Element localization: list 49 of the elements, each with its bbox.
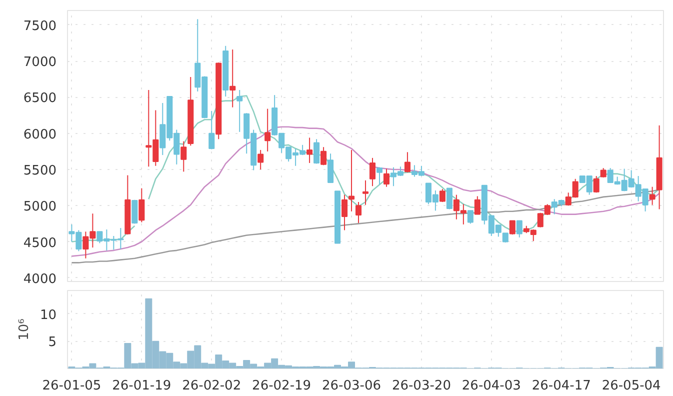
candlestick — [258, 149, 264, 170]
candlestick — [649, 186, 656, 206]
candlestick — [369, 157, 376, 187]
x-tick-label: 26-01-19 — [112, 378, 172, 394]
x-tick-label: 26-05-04 — [602, 378, 661, 394]
line-series — [71, 126, 660, 257]
candlestick — [600, 168, 606, 178]
x-tick-label: 26-04-17 — [532, 378, 591, 394]
y-tick-label: 7500 — [23, 18, 57, 34]
candlestick — [383, 168, 390, 188]
candlestick — [516, 220, 522, 238]
x-tick-label: 26-01-05 — [42, 378, 102, 394]
y-tick-label: 6000 — [23, 127, 57, 142]
x-tick-label: 26-03-06 — [322, 378, 382, 394]
candlestick — [328, 153, 334, 183]
candlestick — [306, 137, 313, 164]
candlestick — [341, 194, 348, 231]
candlestick — [404, 152, 410, 173]
candlestick — [439, 188, 446, 203]
x-tick-label: 26-04-03 — [462, 378, 521, 394]
y-tick-label: 6500 — [23, 91, 57, 106]
candlestick — [314, 138, 320, 164]
candlestick — [264, 108, 271, 152]
candlestick — [138, 188, 145, 223]
candlestick — [348, 149, 355, 212]
candlestick — [355, 202, 362, 224]
x-tick-label: 26-03-20 — [392, 378, 451, 394]
candlestick — [230, 49, 236, 108]
candlestick — [474, 196, 480, 215]
candlestick — [376, 166, 383, 186]
candlestick — [593, 175, 600, 194]
y-axis-title: 10⁶ — [16, 318, 32, 340]
candlestick — [180, 140, 187, 172]
candlestick — [509, 220, 516, 236]
candlestick — [320, 146, 327, 166]
y-tick-label: 4000 — [23, 272, 57, 287]
y-tick-label: 4500 — [23, 236, 57, 251]
y-tick-label: 5000 — [23, 200, 57, 215]
candlestick — [362, 180, 369, 206]
x-tick-label: 26-02-19 — [252, 378, 312, 394]
candlestick — [208, 110, 215, 150]
y-tick-label: 7000 — [23, 55, 57, 70]
x-tick-label: 26-02-02 — [182, 378, 242, 394]
candlestick — [236, 89, 243, 132]
y-tick-label: 5 — [48, 335, 57, 350]
candlestick — [467, 210, 474, 224]
y-tick-label: 5500 — [23, 163, 57, 178]
y-tick-label: 10 — [40, 308, 57, 323]
candlestick — [446, 188, 452, 210]
